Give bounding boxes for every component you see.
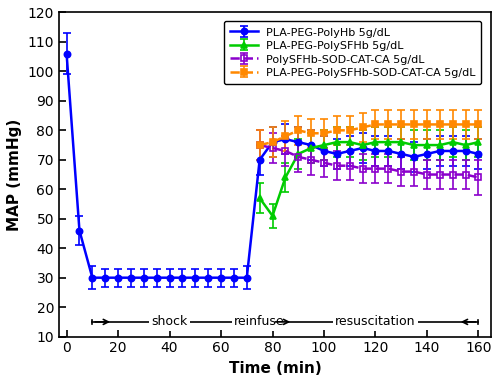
- Text: resuscitation: resuscitation: [335, 316, 415, 328]
- Legend: PLA-PEG-PolyHb 5g/dL, PLA-PEG-PolySFHb 5g/dL, PolySFHb-SOD-CAT-CA 5g/dL, PLA-PEG: PLA-PEG-PolyHb 5g/dL, PLA-PEG-PolySFHb 5…: [224, 21, 481, 84]
- Text: reinfuse: reinfuse: [234, 316, 285, 328]
- Text: shock: shock: [152, 316, 188, 328]
- Y-axis label: MAP (mmHg): MAP (mmHg): [7, 118, 22, 231]
- X-axis label: Time (min): Time (min): [228, 361, 322, 376]
